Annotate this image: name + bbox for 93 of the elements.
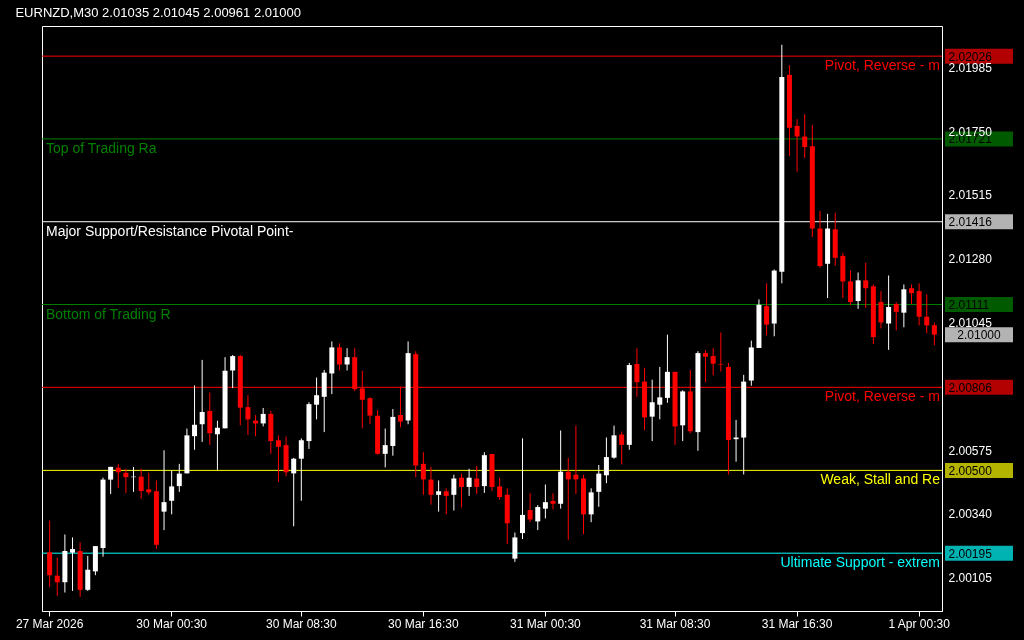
candlestick [275, 434, 281, 483]
candlestick [443, 487, 449, 515]
x-tick-label: 31 Mar 16:30 [761, 616, 833, 631]
candlestick [314, 377, 320, 420]
candlestick [176, 463, 182, 493]
y-tick-label: 2.01515 [948, 188, 993, 203]
candlestick [474, 465, 480, 495]
ref-line-label: Pivot, Reverse - m [824, 388, 940, 405]
candlestick [886, 274, 892, 351]
y-tick-label: 2.00340 [948, 507, 993, 522]
candlestick [207, 391, 213, 446]
candlestick [878, 290, 884, 329]
candlestick [863, 262, 869, 309]
candlestick [565, 457, 571, 541]
candlestick [847, 270, 853, 306]
candlestick [794, 118, 800, 173]
candlestick [169, 469, 175, 515]
candlestick [901, 283, 907, 328]
y-tick-label: 2.00806 [948, 380, 993, 395]
candlestick [466, 468, 472, 497]
candlestick [123, 468, 129, 494]
candlestick [855, 271, 861, 310]
candlestick [703, 349, 709, 383]
candlestick [520, 437, 526, 540]
candlestick [535, 504, 541, 531]
candlestick [893, 301, 899, 331]
candlestick [542, 484, 548, 519]
candlestick [908, 283, 914, 305]
candlestick [497, 477, 503, 501]
x-tick-label: 31 Mar 00:30 [510, 616, 582, 631]
candlestick [214, 420, 220, 471]
x-tick-label: 30 Mar 00:30 [136, 616, 208, 631]
candlestick [451, 474, 457, 512]
candlestick [924, 293, 930, 334]
ref-line-label: Weak, Stall and Re [820, 471, 941, 488]
candlestick [230, 354, 236, 389]
candlestick [764, 282, 770, 336]
x-tick-label: 30 Mar 08:30 [265, 616, 337, 631]
candlestick [245, 394, 251, 436]
candlestick [291, 457, 297, 527]
candlestick [710, 347, 716, 376]
y-tick-label: 2.01416 [948, 215, 993, 230]
y-tick-label: 2.01111 [948, 298, 990, 313]
ref-line-label: Pivot, Reverse - m [824, 57, 940, 74]
ref-line-label: Top of Trading Ra [46, 139, 157, 156]
candlestick [146, 472, 152, 496]
y-tick-label: 2.01045 [948, 315, 993, 330]
candlestick [550, 492, 556, 510]
y-tick-label: 2.00575 [948, 443, 993, 458]
candlestick [619, 431, 625, 465]
candlestick [428, 466, 434, 506]
candlestick [802, 113, 808, 159]
x-tick-label: 1 Apr 00:30 [888, 616, 951, 631]
candlestick [336, 342, 342, 371]
candlestick [85, 555, 91, 592]
candlestick [260, 407, 266, 427]
candlestick [527, 492, 533, 523]
candlestick [367, 396, 373, 425]
candlestick [603, 437, 609, 484]
candlestick [161, 449, 167, 531]
candlestick [54, 557, 60, 597]
candlestick [382, 428, 388, 468]
y-tick-label: 2.01280 [948, 252, 993, 267]
candlestick [657, 366, 663, 420]
candlestick [199, 359, 205, 443]
candlestick [298, 437, 304, 502]
candlestick [611, 425, 617, 460]
text: 2.01000 [957, 327, 1002, 342]
candlestick [344, 347, 350, 371]
candlestick [649, 379, 655, 442]
candlestick [47, 520, 53, 588]
y-tick-label: 2.00500 [948, 463, 993, 478]
candlestick [596, 464, 602, 508]
candlestick [436, 479, 442, 513]
candlestick [588, 487, 594, 523]
ref-line-label: Ultimate Support - extrem [780, 554, 940, 571]
y-tick-label: 2.00105 [948, 571, 993, 586]
candlestick [458, 473, 464, 509]
candlestick [138, 468, 144, 500]
candlestick [512, 532, 518, 563]
candlestick [70, 536, 76, 592]
candlestick [420, 451, 426, 496]
candlestick [192, 384, 198, 451]
x-tick-label: 27 Mar 2026 [15, 616, 84, 631]
y-tick-label: 2.00195 [948, 546, 993, 561]
ref-line-label: Bottom of Trading R [46, 305, 171, 322]
x-tick-label: 31 Mar 08:30 [639, 616, 711, 631]
candlestick [108, 466, 114, 495]
ref-line-label: Major Support/Resistance Pivotal Point- [46, 222, 294, 239]
candlestick [718, 331, 724, 373]
chart-title: EURNZD,M30 2.01035 2.01045 2.00961 2.01000 [15, 5, 301, 20]
x-tick-label: 30 Mar 16:30 [388, 616, 460, 631]
candlestick [931, 321, 937, 346]
